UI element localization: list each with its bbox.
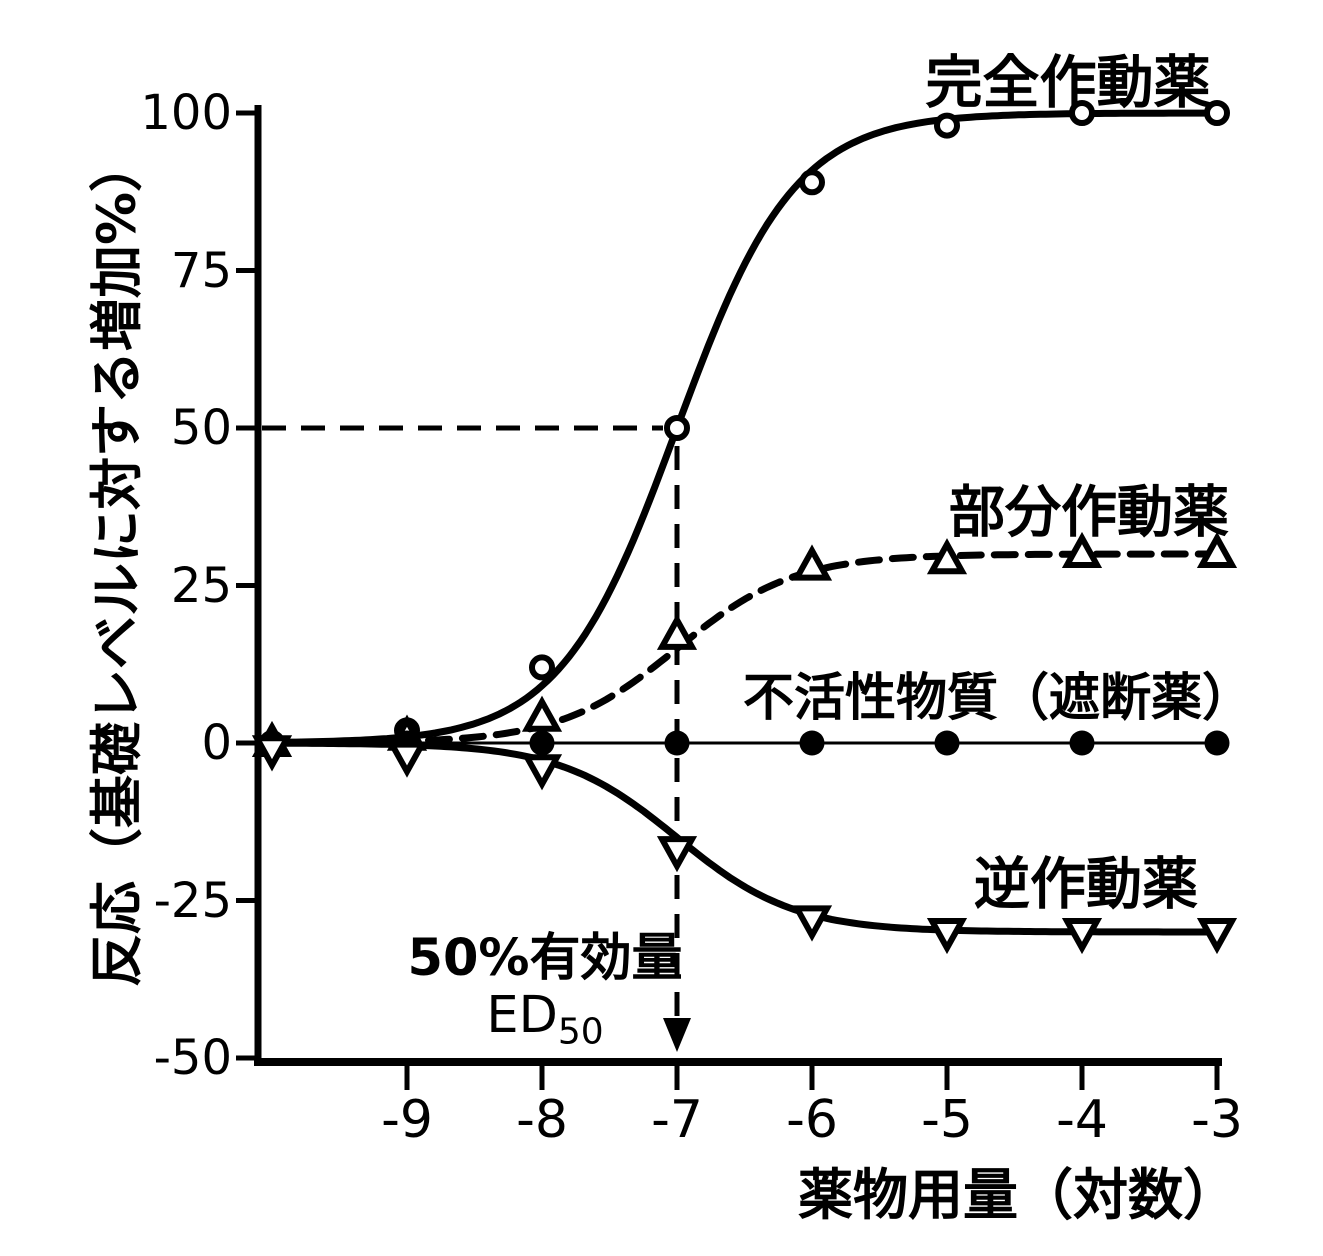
x-tick-label-neg5: -5 <box>921 1090 973 1150</box>
curve-partial-agonist <box>255 550 1226 747</box>
markers-inverse-agonist <box>251 735 1238 955</box>
ed50-subscript: 50 <box>557 1011 604 1053</box>
y-tick-label-neg50: -50 <box>153 1030 232 1086</box>
axes <box>236 105 1222 1090</box>
x-tick-label-neg3: -3 <box>1191 1090 1243 1150</box>
y-tick-label-0: 0 <box>201 715 232 771</box>
x-tick-label-neg4: -4 <box>1056 1090 1108 1150</box>
x-tick-label-neg8: -8 <box>516 1090 568 1150</box>
y-tick-label-50: 50 <box>170 400 232 456</box>
ed50-base-text: ED <box>486 986 558 1046</box>
series-label-inactive-blocker: 不活性物質（遮断薬） <box>742 669 1254 729</box>
x-tick-label-neg6: -6 <box>786 1090 838 1150</box>
x-tick-label-neg7: -7 <box>651 1090 703 1150</box>
y-tick-label-25: 25 <box>170 558 232 614</box>
x-axis-title: 薬物用量（対数） <box>797 1163 1239 1228</box>
ed50-arrowhead-icon <box>663 1018 691 1052</box>
curve-full-agonist <box>255 109 1226 746</box>
series-label-full-agonist: 完全作動薬 <box>925 50 1211 117</box>
ed50-annotation-line2: ED50 <box>486 986 603 1050</box>
ed50-annotation-line1: 50%有効量 <box>407 929 683 989</box>
markers-full-agonist <box>259 100 1230 756</box>
y-tick-label-100: 100 <box>140 85 232 141</box>
y-tick-label-neg25: -25 <box>153 873 232 929</box>
series-label-inverse-agonist: 逆作動薬 <box>974 852 1198 918</box>
x-tick-label-neg9: -9 <box>381 1090 433 1150</box>
series-label-partial-agonist: 部分作動薬 <box>949 480 1229 546</box>
y-tick-label-75: 75 <box>170 243 232 299</box>
